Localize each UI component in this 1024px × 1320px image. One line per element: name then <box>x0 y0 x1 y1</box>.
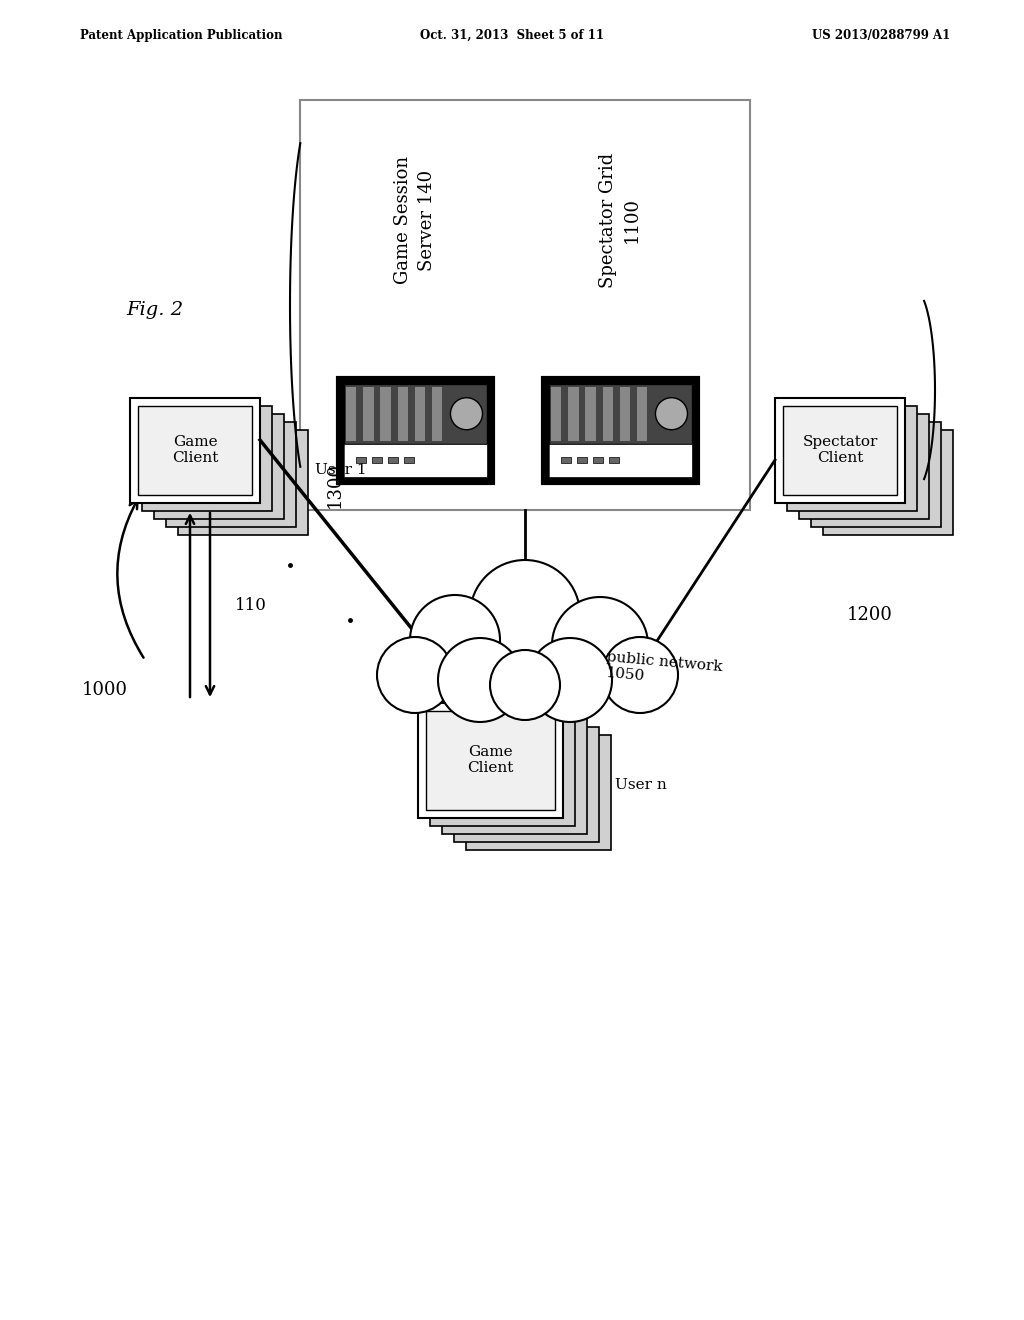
Bar <box>454 726 598 842</box>
Bar <box>166 421 296 527</box>
Bar <box>364 387 374 441</box>
Text: 1300: 1300 <box>326 462 344 508</box>
Bar <box>300 100 750 510</box>
Circle shape <box>438 638 522 722</box>
Bar <box>372 457 382 463</box>
Circle shape <box>377 638 453 713</box>
Bar <box>418 702 562 817</box>
Bar <box>178 429 308 535</box>
Circle shape <box>528 638 612 722</box>
Bar <box>551 387 561 441</box>
Bar <box>429 710 574 825</box>
Text: Game
Client: Game Client <box>467 744 513 775</box>
Circle shape <box>438 638 522 722</box>
Circle shape <box>451 397 482 430</box>
Circle shape <box>470 560 580 671</box>
Circle shape <box>410 595 500 685</box>
Circle shape <box>490 649 560 719</box>
Bar <box>799 413 929 519</box>
Bar <box>586 387 596 441</box>
Text: Game
Client: Game Client <box>172 434 218 465</box>
Bar <box>549 384 691 477</box>
Circle shape <box>552 597 648 693</box>
Bar <box>568 387 579 441</box>
Bar <box>387 457 397 463</box>
Bar <box>343 384 486 477</box>
Bar <box>343 444 486 477</box>
Circle shape <box>552 597 648 693</box>
Bar <box>346 387 356 441</box>
Bar <box>130 397 260 503</box>
Circle shape <box>602 638 678 713</box>
Bar <box>637 387 647 441</box>
Circle shape <box>655 397 687 430</box>
Bar <box>415 387 425 441</box>
Bar <box>549 384 691 444</box>
Bar <box>380 387 391 441</box>
Bar <box>823 429 953 535</box>
Bar <box>355 457 366 463</box>
Bar <box>549 444 691 477</box>
Bar <box>142 405 272 511</box>
Text: public network
1050: public network 1050 <box>605 649 723 690</box>
Bar <box>338 378 493 483</box>
Bar <box>343 384 486 444</box>
Bar <box>608 457 618 463</box>
Circle shape <box>377 638 453 713</box>
Bar <box>783 405 897 495</box>
Bar <box>543 378 697 483</box>
Bar <box>602 387 612 441</box>
Circle shape <box>470 560 580 671</box>
Bar <box>560 457 570 463</box>
Bar <box>775 397 905 503</box>
Text: Fig. 2: Fig. 2 <box>126 301 183 319</box>
Text: Patent Application Publication: Patent Application Publication <box>80 29 283 41</box>
Circle shape <box>490 649 560 719</box>
Bar <box>154 413 284 519</box>
Text: US 2013/0288799 A1: US 2013/0288799 A1 <box>812 29 950 41</box>
Bar <box>466 734 610 850</box>
Text: Spectator Grid
1100: Spectator Grid 1100 <box>599 152 641 288</box>
Bar <box>441 718 587 833</box>
Bar <box>811 421 941 527</box>
Text: 110: 110 <box>234 597 267 614</box>
Text: 1000: 1000 <box>82 681 128 700</box>
Circle shape <box>410 595 500 685</box>
Text: Spectator
Client: Spectator Client <box>803 434 878 465</box>
Bar <box>432 387 442 441</box>
Text: User 1: User 1 <box>315 463 367 477</box>
Bar <box>397 387 408 441</box>
Bar <box>426 710 555 809</box>
Text: User n: User n <box>615 777 667 792</box>
Text: Oct. 31, 2013  Sheet 5 of 11: Oct. 31, 2013 Sheet 5 of 11 <box>420 29 604 41</box>
Bar <box>138 405 252 495</box>
Bar <box>403 457 414 463</box>
Text: Game Session
Server 140: Game Session Server 140 <box>394 156 436 284</box>
Circle shape <box>602 638 678 713</box>
Text: 1200: 1200 <box>847 606 893 624</box>
Bar <box>620 387 630 441</box>
Bar <box>787 405 918 511</box>
Bar <box>593 457 602 463</box>
Circle shape <box>528 638 612 722</box>
Bar <box>577 457 587 463</box>
